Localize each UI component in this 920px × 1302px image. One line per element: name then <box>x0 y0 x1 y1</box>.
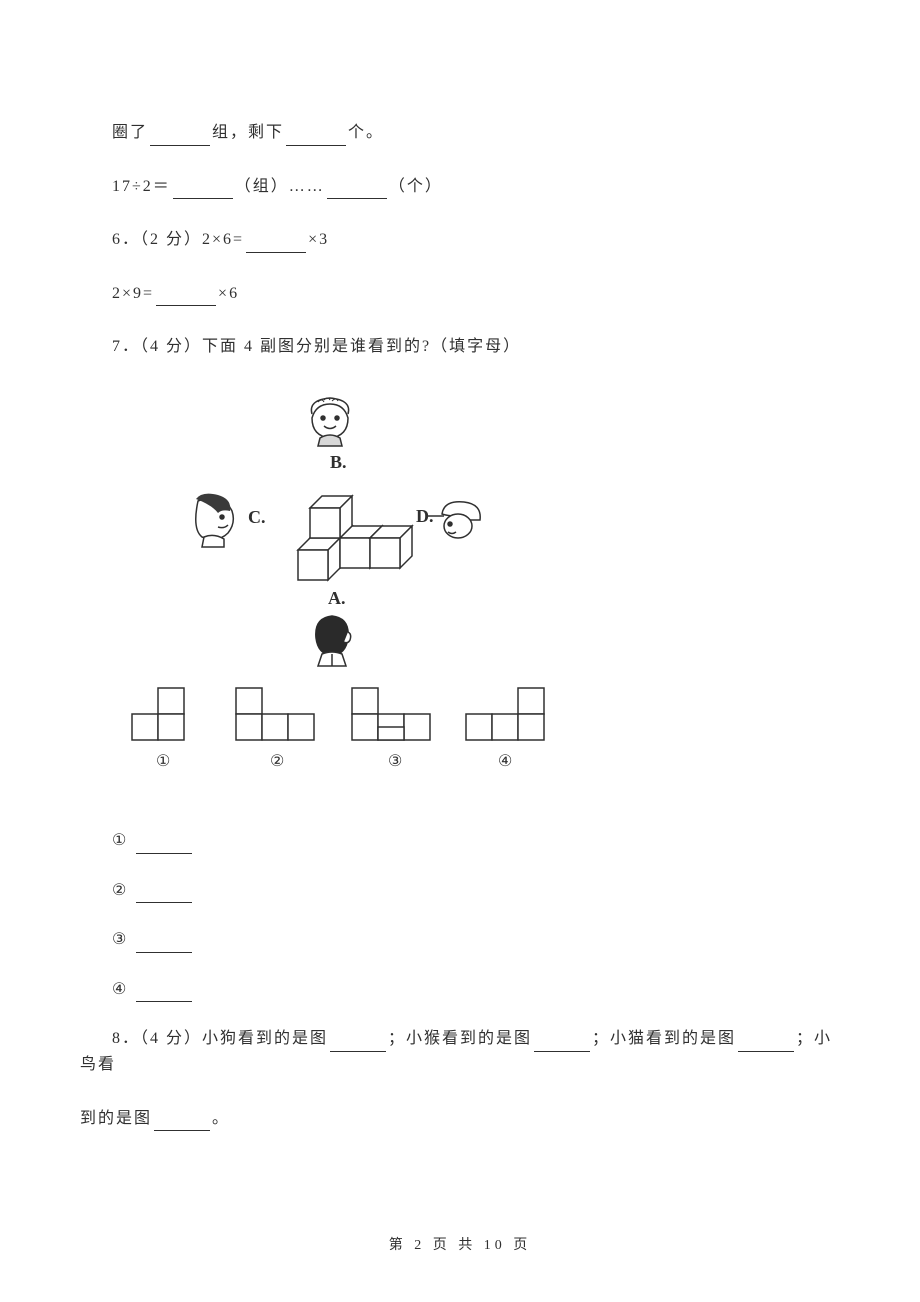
svg-text:①: ① <box>156 753 170 770</box>
svg-text:②: ② <box>270 753 284 770</box>
option-1 <box>132 688 184 740</box>
blank[interactable] <box>173 183 233 199</box>
svg-text:B.: B. <box>330 452 347 472</box>
q5-line2: 17÷2＝ （组）…… （个） <box>80 174 840 200</box>
q5-text-a: 圈了 <box>112 124 148 141</box>
blank[interactable] <box>136 887 192 903</box>
blank[interactable] <box>136 838 192 854</box>
q5-u2: （个） <box>389 178 443 195</box>
q6-line2: 2×9= ×6 <box>80 281 840 307</box>
q5-text-b: 组，剩下 <box>212 124 284 141</box>
blank[interactable] <box>327 183 387 199</box>
q6-2a: 2×9= <box>112 285 154 302</box>
blank[interactable] <box>330 1036 386 1052</box>
q6-2b: ×6 <box>218 285 239 302</box>
q7-a2: ② <box>112 882 128 899</box>
svg-text:③: ③ <box>388 753 402 770</box>
q8-s2: ；小猴看到的是图 <box>388 1030 532 1047</box>
blank[interactable] <box>534 1036 590 1052</box>
head-d-icon <box>426 502 480 538</box>
blank[interactable] <box>136 986 192 1002</box>
perspective-diagram: B. C. D. <box>120 388 560 808</box>
page-footer: 第 2 页 共 10 页 <box>0 1234 920 1254</box>
blank[interactable] <box>154 1115 210 1131</box>
q5-text-c: 个。 <box>348 124 384 141</box>
q7-answers: ① ② ③ ④ <box>112 828 840 1002</box>
svg-text:④: ④ <box>498 753 512 770</box>
q5-line1: 圈了 组，剩下 个。 <box>80 120 840 146</box>
q7-a3: ③ <box>112 931 128 948</box>
head-a-icon <box>316 616 351 666</box>
blank[interactable] <box>286 130 346 146</box>
q7-a4: ④ <box>112 981 128 998</box>
blank[interactable] <box>150 130 210 146</box>
head-b-icon <box>311 398 348 446</box>
blank[interactable] <box>136 937 192 953</box>
q8-line2: 到的是图 。 <box>80 1106 840 1132</box>
blank[interactable] <box>738 1036 794 1052</box>
q8-2b: 。 <box>212 1110 230 1127</box>
head-c-icon <box>196 494 234 547</box>
svg-text:D.: D. <box>416 506 434 526</box>
svg-text:C.: C. <box>248 507 266 527</box>
cube-structure <box>298 496 412 580</box>
q7-figure: B. C. D. <box>120 388 840 808</box>
q8-2a: 到的是图 <box>80 1110 152 1127</box>
option-2 <box>236 688 314 740</box>
q5-u1: （组）…… <box>235 178 325 195</box>
option-3 <box>352 688 430 740</box>
q8-s3: ；小猫看到的是图 <box>592 1030 736 1047</box>
blank[interactable] <box>156 290 216 306</box>
q8-line1: 8．（4 分）小狗看到的是图；小猴看到的是图；小猫看到的是图；小鸟看 <box>80 1026 840 1077</box>
q8-pre: 8．（4 分）小狗看到的是图 <box>112 1030 328 1047</box>
q6-line1: 6．（2 分）2×6= ×3 <box>80 227 840 253</box>
q6-label: 6．（2 分）2×6= <box>112 231 244 248</box>
blank[interactable] <box>246 237 306 253</box>
svg-text:A.: A. <box>328 588 346 608</box>
q7-label: 7．（4 分）下面 4 副图分别是谁看到的?（填字母） <box>80 334 840 360</box>
q7-a1: ① <box>112 832 128 849</box>
q6-suf1: ×3 <box>308 231 329 248</box>
q5-eq: 17÷2＝ <box>112 178 171 195</box>
option-4 <box>466 688 544 740</box>
